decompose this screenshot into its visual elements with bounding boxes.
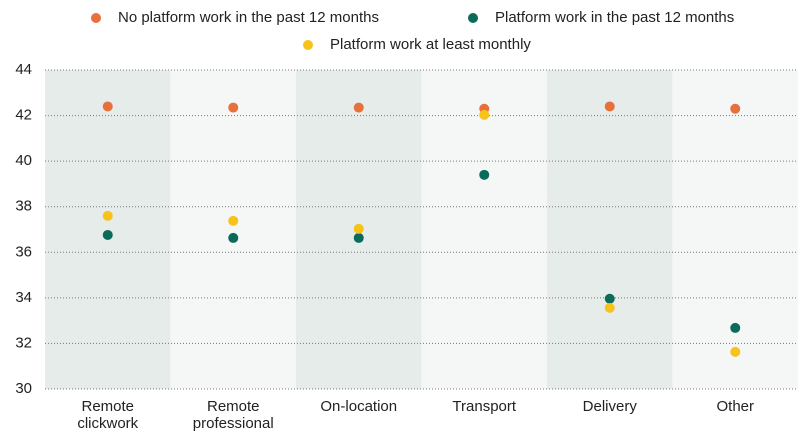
y-tick-label: 44 <box>15 61 32 78</box>
dot <box>102 229 113 240</box>
y-tick-label: 42 <box>15 107 32 124</box>
y-tick-label: 32 <box>15 334 32 351</box>
dot <box>479 109 490 120</box>
dot <box>604 293 615 304</box>
dot <box>228 215 239 226</box>
legend-marker <box>468 13 478 23</box>
y-tick-label: 34 <box>15 289 32 306</box>
dot <box>228 232 239 243</box>
legend-marker <box>91 13 101 23</box>
category-band <box>672 70 798 389</box>
legend-label: Platform work at least monthly <box>330 36 531 53</box>
dot <box>102 101 113 112</box>
y-tick-label: 38 <box>15 198 32 215</box>
category-band <box>421 70 547 389</box>
x-tick-label: Remote professional <box>192 398 274 432</box>
dot <box>730 346 741 357</box>
dot <box>604 101 615 112</box>
x-tick-label: Other <box>716 398 754 415</box>
dot <box>730 322 741 333</box>
category-band <box>547 70 673 389</box>
category-band <box>170 70 296 389</box>
dot <box>730 103 741 114</box>
legend-label: No platform work in the past 12 months <box>118 9 379 26</box>
dot <box>353 223 364 234</box>
y-tick-label: 40 <box>15 152 32 169</box>
x-tick-label: On-location <box>320 398 398 415</box>
category-band <box>45 70 171 389</box>
dot <box>353 102 364 113</box>
x-tick-label: Transport <box>452 398 517 415</box>
dot <box>604 302 615 313</box>
legend-marker <box>303 40 313 50</box>
x-tick-label: Delivery <box>582 398 637 415</box>
y-tick-label: 30 <box>15 380 32 397</box>
y-tick-label: 36 <box>15 243 32 260</box>
dot <box>353 232 364 243</box>
dot <box>102 210 113 221</box>
dot <box>228 102 239 113</box>
dot <box>479 169 490 180</box>
x-tick-label: Remote clickwork <box>77 398 139 432</box>
legend-label: Platform work in the past 12 months <box>495 9 734 26</box>
